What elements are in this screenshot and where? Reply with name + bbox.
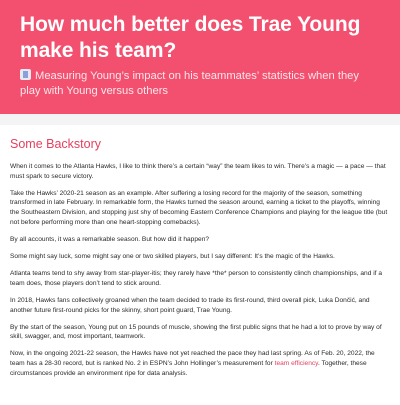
subtitle-text: Measuring Young’s impact on his teammate… [20,70,359,97]
paragraph: In 2018, Hawks fans collectively groaned… [10,296,370,314]
paragraph: Atlanta teams tend to shy away from star… [10,270,382,287]
paragraph: When it comes to the Atlanta Hawks, I li… [10,163,386,180]
page-title: How much better does Trae Young make his… [20,13,361,62]
paragraph: By the start of the season, Young put on… [10,323,382,341]
chart-icon [20,69,31,80]
section-title: Some Backstory [10,137,102,151]
article-header: How much better does Trae Young make his… [0,0,400,114]
page-subtitle: Measuring Young’s impact on his teammate… [20,69,382,99]
paragraph-text: . Together, these circumstances provide … [10,360,367,377]
paragraph: Take the Hawks’ 2020-21 season as an exa… [10,189,388,226]
paragraph-text: Now, in the ongoing 2021-22 season, the … [10,350,375,368]
team-efficiency-link[interactable]: team efficiency [274,360,318,368]
paragraph: By all accounts, it was a remarkable sea… [10,235,210,243]
paragraph: Some might say luck, some might say one … [10,252,335,260]
paragraph: Now, in the ongoing 2021-22 season, the … [10,349,390,378]
article-body: Some Backstory When it comes to the Atla… [0,125,400,405]
